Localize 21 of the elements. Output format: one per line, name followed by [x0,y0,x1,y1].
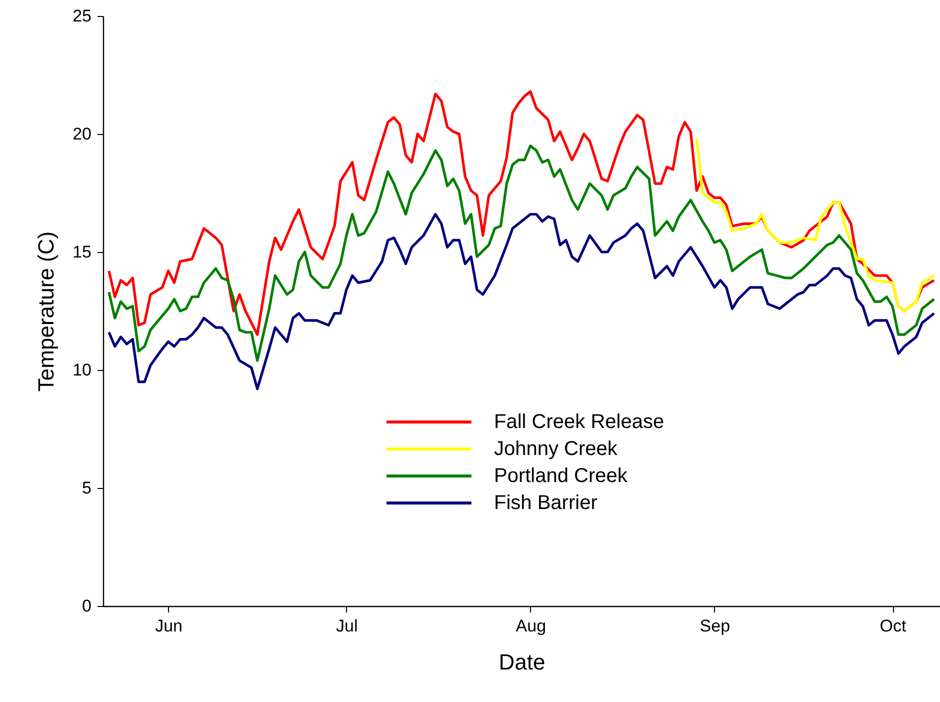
legend-label: Fish Barrier [494,492,598,514]
x-tick-label: Oct [880,616,907,636]
x-tick-label: Aug [516,616,546,636]
legend-label: Portland Creek [494,465,628,487]
y-tick-label: 10 [72,360,92,380]
line-series [108,144,936,362]
x-tick-label: Sep [700,616,730,636]
y-axis-title: Temperature (C) [34,231,59,392]
line-series [108,90,936,336]
legend-label: Johnny Creek [494,438,618,460]
line-series [695,137,936,312]
y-tick-label: 25 [72,6,92,26]
legend-label: Fall Creek Release [494,411,664,433]
line-series [108,212,936,390]
y-tick-label: 20 [72,124,92,144]
y-tick-label: 15 [72,242,92,262]
y-tick-label: 5 [82,478,92,498]
x-tick-label: Jul [336,616,358,636]
x-tick-label: Jun [155,616,183,636]
y-tick-label: 0 [82,596,92,616]
x-axis-title: Date [498,650,546,674]
